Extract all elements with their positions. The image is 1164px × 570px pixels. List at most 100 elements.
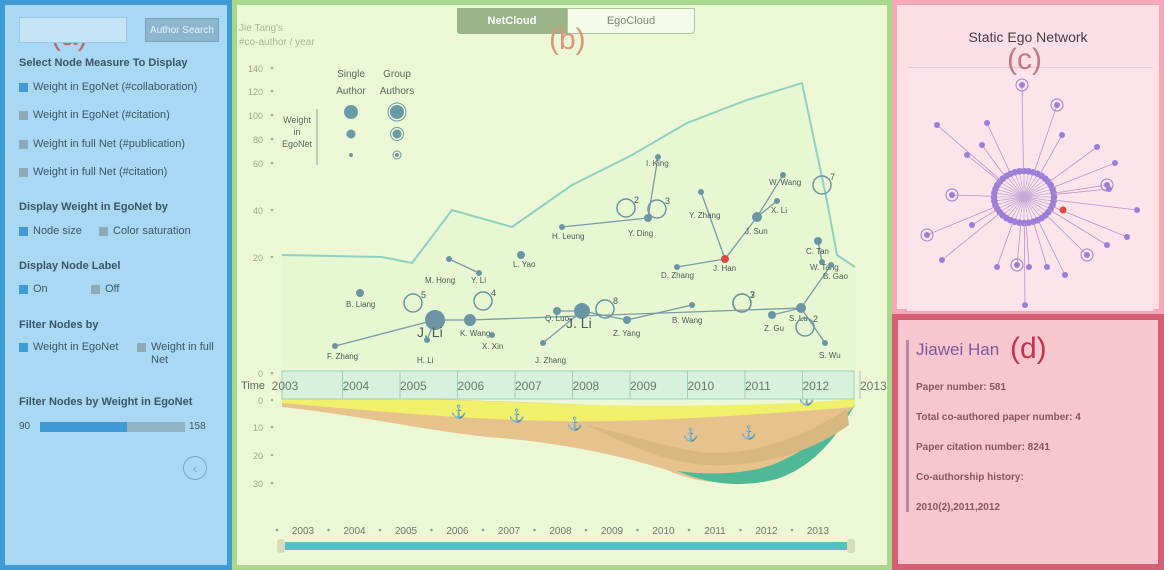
measure-option-citation-ego[interactable]: Weight in EgoNet (#citation): [19, 109, 170, 122]
group-ring[interactable]: [795, 317, 815, 337]
ego-node[interactable]: [1020, 219, 1028, 227]
ego-node[interactable]: [1025, 219, 1032, 226]
author-node[interactable]: [674, 264, 680, 270]
ego-highlight-node[interactable]: [1059, 206, 1067, 214]
anchor-icon[interactable]: ⚓: [509, 408, 525, 423]
ego-node[interactable]: [1134, 207, 1140, 213]
anchor-icon[interactable]: ⚓: [741, 425, 757, 440]
author-node[interactable]: [476, 270, 482, 276]
author-node[interactable]: [425, 310, 445, 330]
tab-egocloud[interactable]: EgoCloud: [567, 8, 695, 34]
timeline-year-label[interactable]: 2013: [807, 526, 830, 537]
author-node[interactable]: [796, 303, 806, 313]
ego-node[interactable]: [1014, 262, 1020, 268]
author-search-button[interactable]: Author Search: [145, 18, 219, 42]
ego-node[interactable]: [1020, 167, 1028, 175]
weight-slider[interactable]: [40, 422, 185, 432]
timeline-year-label[interactable]: 2010: [652, 526, 675, 537]
ego-node[interactable]: [924, 232, 930, 238]
ego-node[interactable]: [969, 222, 975, 228]
ego-node[interactable]: [1062, 272, 1068, 278]
checkbox-icon[interactable]: [91, 285, 100, 294]
group-ring[interactable]: [616, 198, 636, 218]
measure-option-publication-full[interactable]: Weight in full Net (#publication): [19, 138, 185, 151]
filter-option-fullnet[interactable]: Weight in full Net: [137, 341, 229, 367]
ego-network-graph[interactable]: [897, 5, 1159, 309]
ego-node[interactable]: [1026, 264, 1032, 270]
ego-node[interactable]: [1106, 186, 1112, 192]
option-label-off[interactable]: Off: [91, 283, 119, 296]
timeline-year-label[interactable]: 2005: [395, 526, 418, 537]
author-node[interactable]: [689, 302, 695, 308]
option-node-size[interactable]: Node size: [19, 225, 82, 238]
ego-node[interactable]: [1016, 168, 1023, 175]
author-node[interactable]: [446, 256, 452, 262]
ego-node[interactable]: [1124, 234, 1130, 240]
timeline-year-label[interactable]: 2009: [601, 526, 624, 537]
ego-node[interactable]: [949, 192, 955, 198]
author-node[interactable]: [332, 343, 338, 349]
timeline-year-label[interactable]: 2012: [755, 526, 778, 537]
ego-node[interactable]: [934, 122, 940, 128]
ego-node[interactable]: [1054, 102, 1060, 108]
checkbox-icon[interactable]: [19, 83, 28, 92]
author-node[interactable]: [540, 340, 546, 346]
ego-node[interactable]: [1022, 302, 1028, 308]
filter-option-egonet[interactable]: Weight in EgoNet: [19, 341, 139, 354]
group-ring[interactable]: [812, 175, 832, 195]
timeline-handle-left[interactable]: [277, 539, 285, 553]
group-ring[interactable]: [403, 293, 423, 313]
checkbox-icon[interactable]: [19, 140, 28, 149]
checkbox-icon[interactable]: [19, 343, 28, 352]
group-ring[interactable]: [732, 293, 752, 313]
ego-node[interactable]: [1044, 264, 1050, 270]
checkbox-icon[interactable]: [137, 343, 146, 352]
author-node[interactable]: [655, 154, 661, 160]
timeline-range-slider[interactable]: [282, 542, 852, 550]
author-node[interactable]: [752, 212, 762, 222]
anchor-icon[interactable]: ⚓: [683, 427, 699, 442]
author-node[interactable]: [574, 303, 590, 319]
checkbox-icon[interactable]: [99, 227, 108, 236]
author-node[interactable]: [721, 255, 729, 263]
measure-option-collab[interactable]: Weight in EgoNet (#collaboration): [19, 81, 197, 94]
author-node[interactable]: [774, 198, 780, 204]
ego-node[interactable]: [1104, 242, 1110, 248]
ego-node[interactable]: [1112, 160, 1118, 166]
author-search-input[interactable]: [19, 17, 127, 43]
author-node[interactable]: [517, 251, 525, 259]
author-name[interactable]: Jiawei Han: [916, 340, 1000, 359]
option-color-saturation[interactable]: Color saturation: [99, 225, 191, 238]
timeline-year-label[interactable]: 2003: [292, 526, 315, 537]
tab-netcloud[interactable]: NetCloud: [457, 8, 567, 34]
author-node[interactable]: [780, 172, 786, 178]
author-node[interactable]: [464, 314, 476, 326]
ego-node[interactable]: [1084, 252, 1090, 258]
group-ring[interactable]: [647, 199, 667, 219]
checkbox-icon[interactable]: [19, 168, 28, 177]
ego-node[interactable]: [939, 257, 945, 263]
anchor-icon[interactable]: ⚓: [451, 404, 467, 419]
author-node[interactable]: [814, 237, 822, 245]
author-node[interactable]: [768, 311, 776, 319]
ego-node[interactable]: [1094, 144, 1100, 150]
group-ring[interactable]: [595, 299, 615, 319]
measure-option-citation-full[interactable]: Weight in full Net (#citation): [19, 166, 167, 179]
netcloud-chart[interactable]: F. Zhang B. Liang H. Li J. Li K. Wang X. Xin M…: [237, 5, 887, 565]
author-node[interactable]: [553, 307, 561, 315]
author-node[interactable]: [356, 289, 364, 297]
timeline-year-label[interactable]: 2011: [704, 526, 726, 537]
group-ring[interactable]: [473, 291, 493, 311]
timeline-year-label[interactable]: 2008: [549, 526, 572, 537]
collapse-button[interactable]: ‹: [183, 456, 207, 480]
author-node[interactable]: [644, 214, 652, 222]
author-node[interactable]: [489, 332, 495, 338]
author-node[interactable]: [819, 259, 825, 265]
author-node[interactable]: [623, 316, 631, 324]
ego-node[interactable]: [1019, 82, 1025, 88]
slider-fill[interactable]: [40, 422, 127, 432]
anchor-icon[interactable]: ⚓: [567, 416, 583, 431]
option-label-on[interactable]: On: [19, 283, 48, 296]
author-node[interactable]: [828, 262, 834, 268]
timeline-year-label[interactable]: 2007: [498, 526, 521, 537]
